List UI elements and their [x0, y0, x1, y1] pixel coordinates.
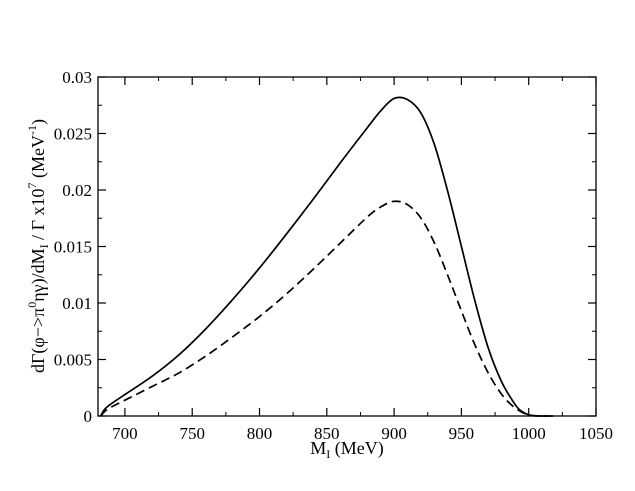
y-tick-label: 0.02	[62, 181, 92, 200]
series-layer	[99, 96, 556, 417]
y-axis-title: dΓ(φ−>π0ηγ)/dMI / Γ x107 (MeV-1)	[25, 119, 51, 373]
y-tick-label: 0.03	[62, 68, 92, 87]
y-axis-title-sup2: 7	[25, 183, 39, 189]
x-tick-label: 800	[247, 424, 273, 443]
plot-frame	[97, 76, 597, 417]
axis-tick-labels: 700 750 800 850 900 950 1000 1050 0 0.005 0.01 0.01…	[54, 68, 613, 443]
y-tick-label: 0.015	[54, 238, 92, 257]
x-tick-label: 900	[381, 424, 407, 443]
y-tick-label: 0.01	[62, 294, 92, 313]
y-tick-label: 0	[84, 407, 93, 426]
x-tick-label: 950	[449, 424, 475, 443]
axis-ticks	[98, 76, 597, 417]
x-axis-title-unit: (MeV)	[330, 438, 383, 459]
x-tick-label: 1050	[579, 424, 613, 443]
y-axis-title-part4: (MeV	[28, 135, 49, 183]
y-axis-title-part3: / Γ x10	[28, 189, 48, 245]
x-axis-title-main: M	[310, 438, 326, 458]
x-tick-label: 700	[112, 424, 138, 443]
y-tick-label: 0.025	[54, 125, 92, 144]
y-axis-title-sub1: I	[37, 244, 51, 248]
x-tick-label: 850	[314, 424, 340, 443]
y-axis-title-sup3: -1	[25, 125, 39, 135]
x-axis-title: MI (MeV)	[310, 438, 384, 461]
y-tick-label: 0.005	[54, 351, 92, 370]
x-axis-title-sub: I	[326, 447, 330, 461]
y-axis-title-part2: ηγ)/dM	[28, 248, 49, 301]
y-axis-title-part5: )	[28, 119, 49, 125]
x-tick-label: 1000	[512, 424, 546, 443]
series-line-dashed	[100, 200, 556, 417]
y-axis-title-part1: dΓ(φ−>π	[28, 308, 49, 373]
x-tick-label: 750	[179, 424, 205, 443]
series-line-solid	[99, 96, 549, 417]
y-axis-title-sup1: 0	[25, 302, 39, 308]
